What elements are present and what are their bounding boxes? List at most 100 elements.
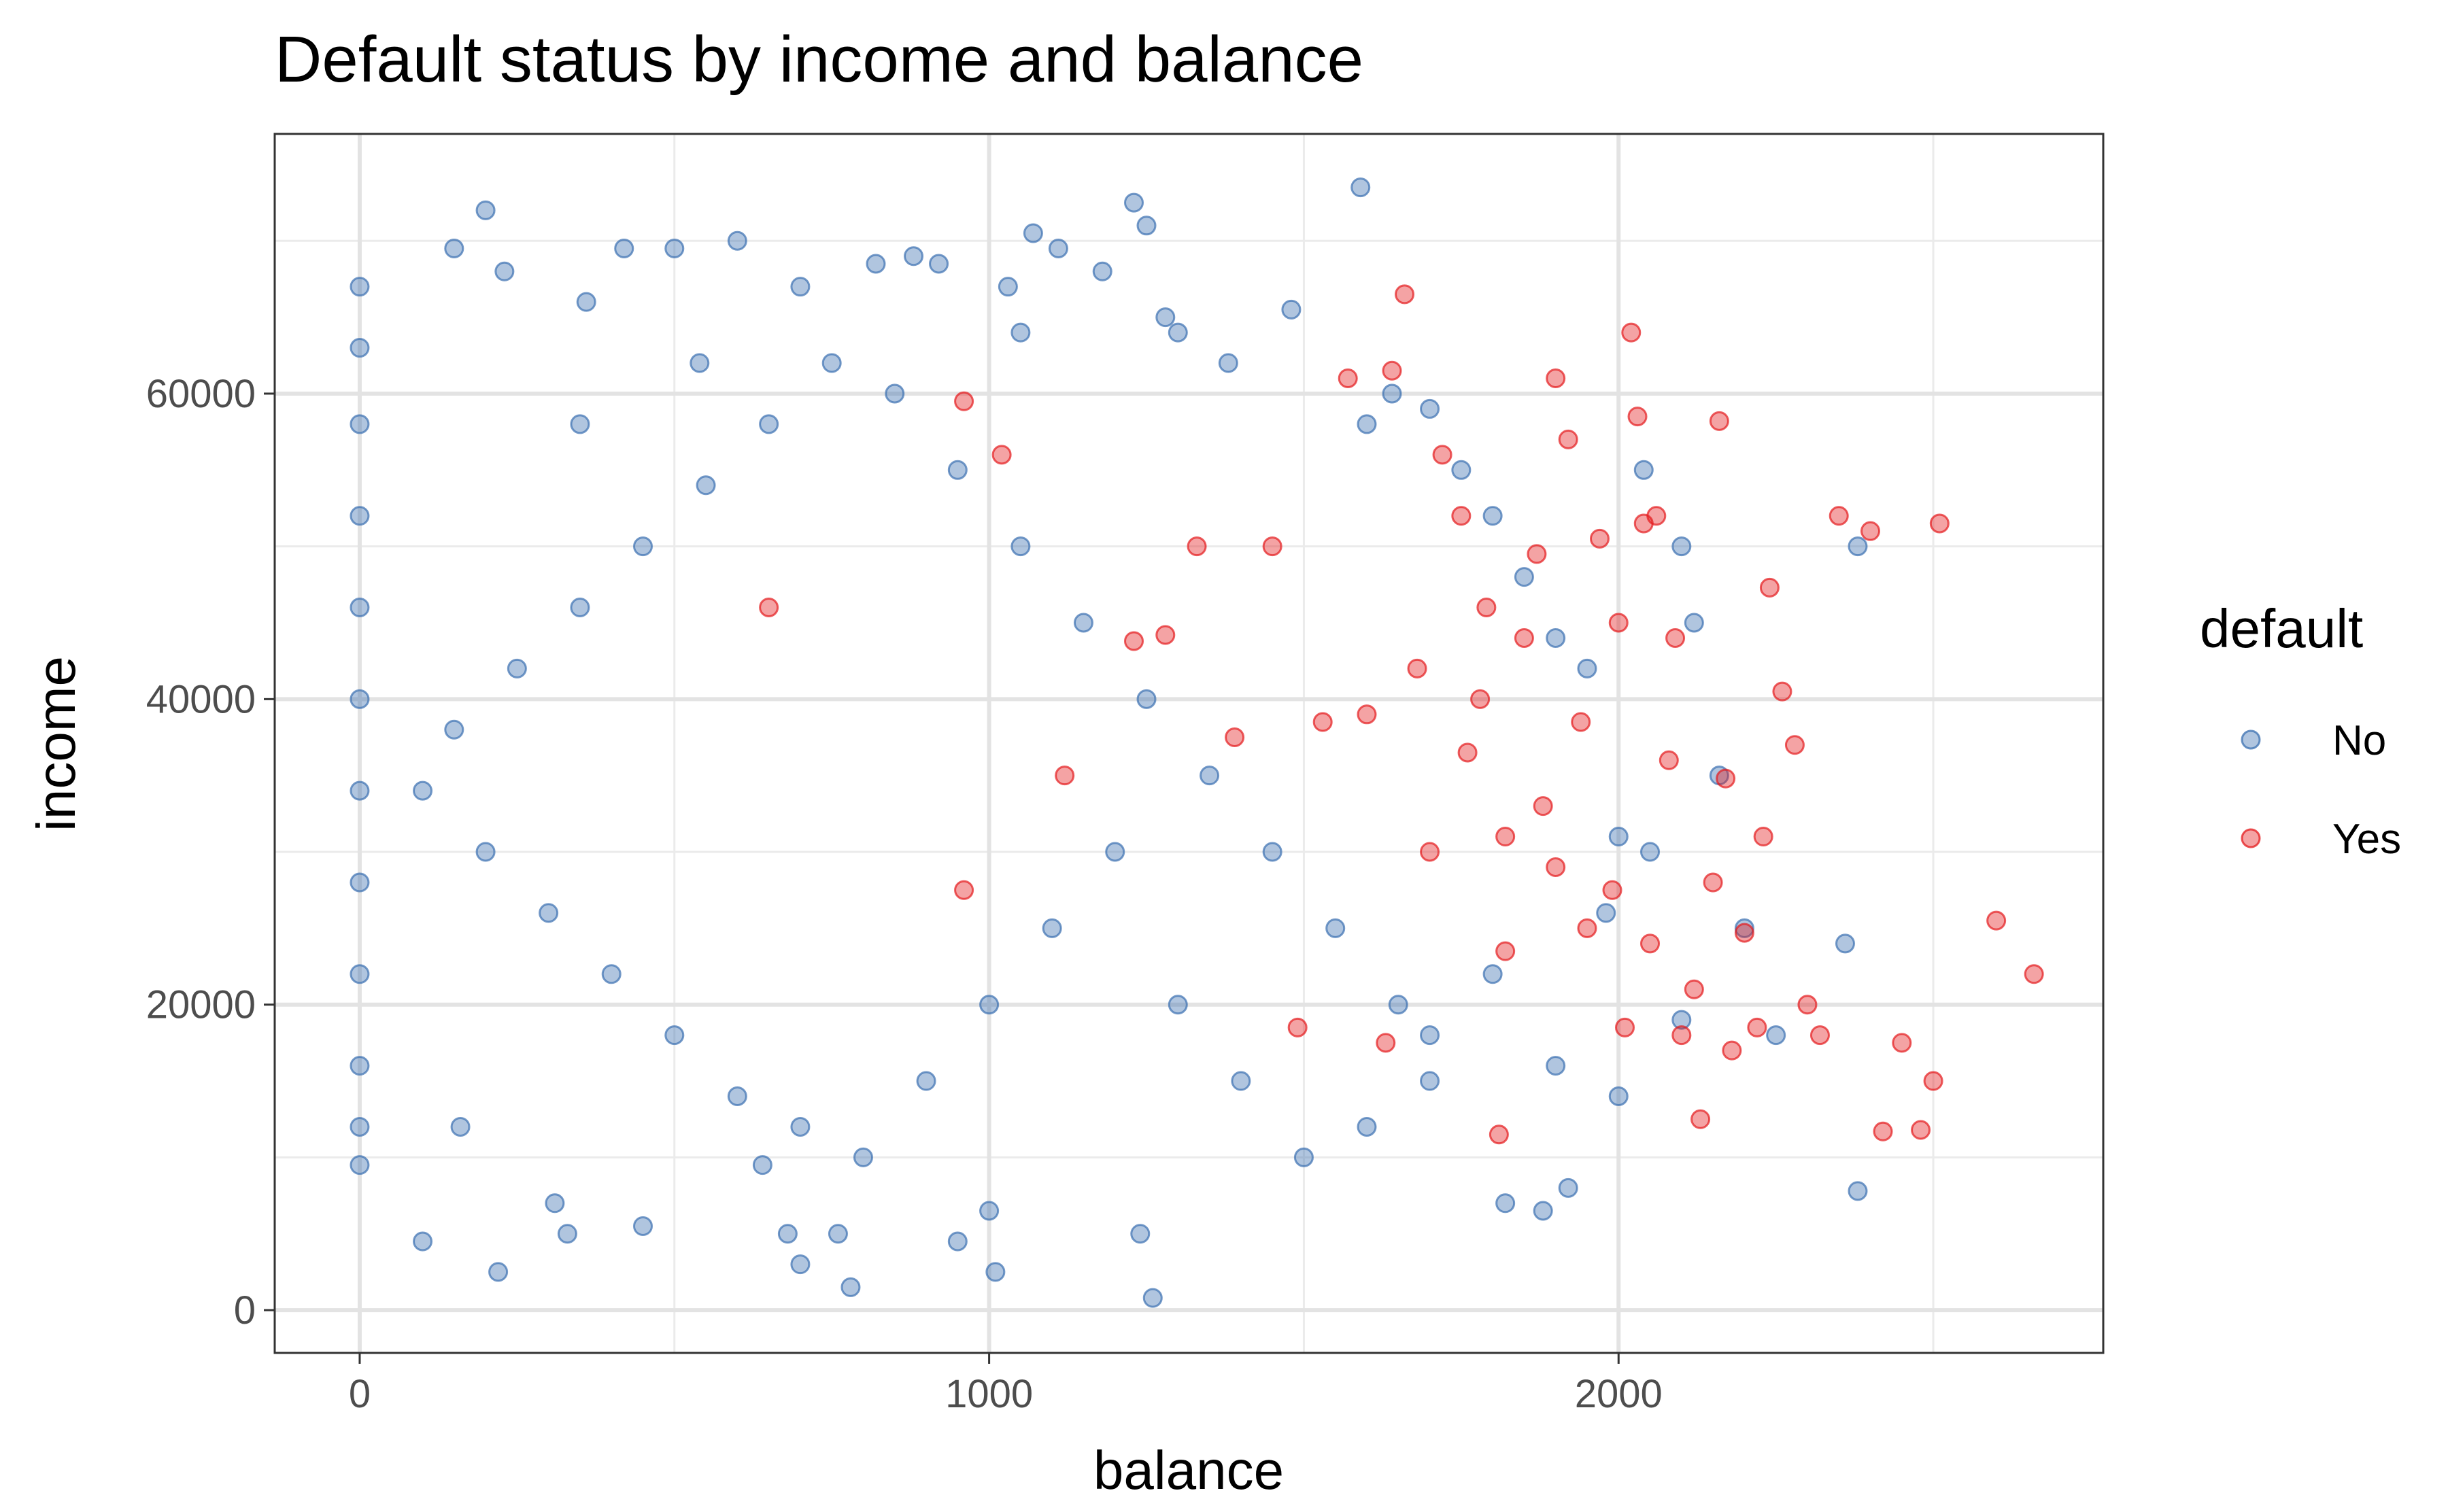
point-no	[828, 1224, 848, 1244]
point-no	[350, 414, 370, 434]
point-no	[444, 239, 464, 259]
point-yes	[1470, 689, 1491, 709]
point-no	[1382, 383, 1402, 404]
point-yes	[1860, 521, 1881, 541]
point-no	[790, 1116, 811, 1137]
point-yes	[1546, 857, 1566, 877]
point-yes	[1287, 1017, 1308, 1037]
point-no	[545, 1193, 565, 1214]
legend: default No Yes	[2200, 598, 2401, 863]
point-no	[790, 1254, 811, 1275]
point-yes	[1684, 979, 1704, 999]
point-no	[633, 536, 653, 557]
point-yes	[1753, 827, 1773, 847]
point-no	[614, 239, 634, 259]
point-no	[904, 246, 924, 267]
point-yes	[1527, 544, 1547, 564]
point-no	[1451, 460, 1472, 480]
point-yes	[1382, 360, 1402, 381]
point-yes	[954, 391, 974, 411]
point-no	[1671, 536, 1692, 557]
point-no	[1155, 307, 1176, 328]
point-no	[1350, 177, 1371, 198]
point-no	[1420, 1071, 1440, 1091]
y-axis-ticks: 0 20000 40000 60000	[146, 372, 275, 1333]
point-no	[1734, 918, 1754, 938]
point-no	[1325, 918, 1346, 938]
point-yes	[1690, 1109, 1711, 1129]
point-no	[1136, 689, 1157, 709]
point-no	[1671, 1010, 1692, 1030]
point-no	[866, 254, 886, 274]
point-no	[979, 1201, 1000, 1221]
point-no	[1495, 1193, 1516, 1214]
point-no	[1130, 1224, 1151, 1244]
point-yes	[1262, 536, 1282, 557]
point-yes	[1929, 513, 1950, 534]
point-no	[444, 719, 464, 740]
point-no	[696, 475, 716, 496]
point-no	[1546, 1056, 1566, 1076]
point-yes	[1338, 368, 1358, 388]
y-tick-label: 0	[234, 1288, 256, 1333]
point-no	[350, 598, 370, 618]
point-yes	[1514, 628, 1534, 648]
point-no	[947, 460, 968, 480]
point-yes	[1577, 918, 1597, 938]
point-no	[1640, 842, 1661, 862]
plot-panel	[275, 134, 2103, 1353]
point-no	[1048, 239, 1068, 259]
point-no	[570, 598, 590, 618]
y-tick-label: 40000	[146, 677, 256, 721]
point-yes	[1627, 407, 1648, 427]
point-yes	[1986, 910, 2007, 931]
point-no	[1388, 995, 1408, 1015]
point-no	[690, 353, 710, 373]
point-no	[413, 1231, 433, 1252]
point-no	[350, 689, 370, 709]
point-yes	[1407, 658, 1427, 678]
point-no	[752, 1155, 772, 1175]
y-tick-label: 60000	[146, 372, 256, 416]
point-no	[777, 1224, 798, 1244]
point-no	[1142, 1288, 1163, 1308]
legend-key-yes	[2241, 828, 2261, 848]
point-yes	[1892, 1033, 1912, 1053]
point-no	[1357, 1116, 1377, 1137]
point-yes	[1187, 536, 1207, 557]
point-no	[998, 277, 1018, 297]
grid-major	[275, 134, 2103, 1353]
point-no	[488, 1262, 509, 1282]
point-yes	[1155, 625, 1176, 645]
point-no	[1105, 842, 1125, 862]
point-no	[350, 1116, 370, 1137]
point-yes	[1747, 1017, 1767, 1037]
point-no	[1608, 827, 1629, 847]
point-no	[350, 780, 370, 801]
point-yes	[1357, 704, 1377, 725]
point-no	[916, 1071, 936, 1091]
point-no	[350, 338, 370, 358]
point-no	[727, 230, 747, 251]
x-tick-label: 1000	[945, 1372, 1033, 1416]
point-yes	[1665, 628, 1686, 648]
point-no	[570, 414, 590, 434]
point-no	[1010, 322, 1031, 343]
point-yes	[1671, 1025, 1692, 1046]
legend-title: default	[2200, 598, 2363, 659]
point-yes	[1829, 506, 1849, 526]
point-no	[1092, 261, 1112, 281]
point-yes	[1225, 727, 1245, 748]
point-no	[1482, 506, 1503, 526]
point-no	[475, 842, 496, 862]
point-yes	[954, 880, 974, 900]
chart-title: Default status by income and balance	[275, 23, 1363, 96]
legend-label-yes: Yes	[2332, 816, 2401, 863]
point-no	[853, 1147, 873, 1167]
point-no	[1042, 918, 1062, 938]
point-yes	[1055, 766, 1075, 786]
point-no	[350, 964, 370, 984]
point-yes	[1395, 284, 1415, 305]
point-yes	[1646, 506, 1667, 526]
